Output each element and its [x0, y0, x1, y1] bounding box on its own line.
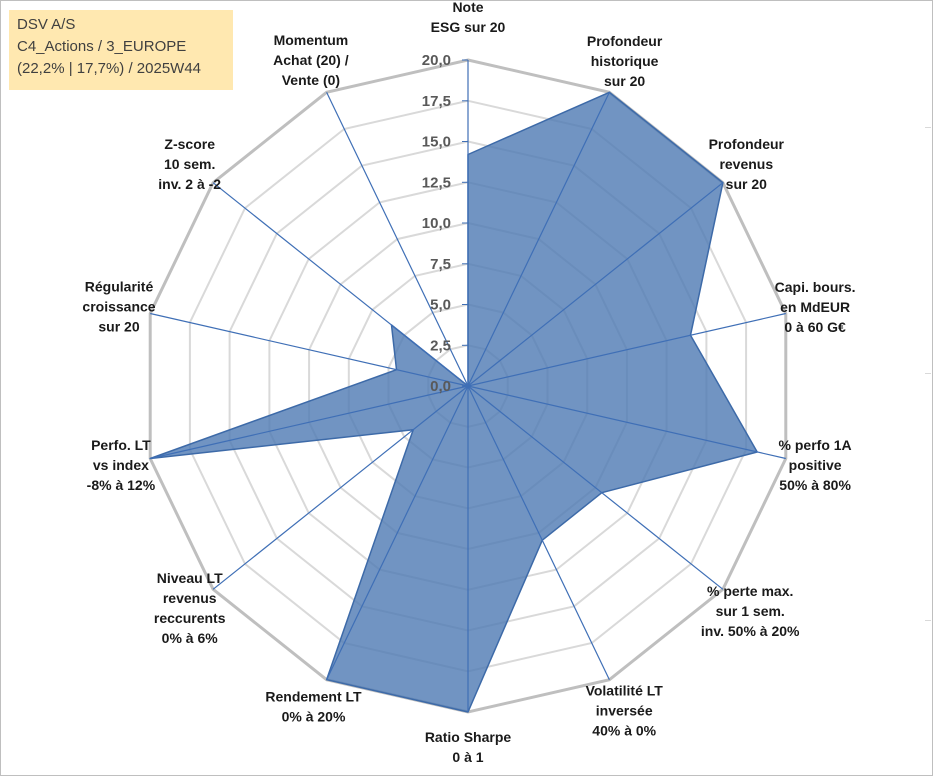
axis-label-line: Niveau LT — [157, 570, 223, 586]
axis-label-line: Profondeur — [587, 33, 663, 49]
axis-label: Niveau LT revenus reccurents 0% à 6% — [154, 570, 226, 646]
axis-label-line: Momentum — [274, 32, 349, 48]
edge-tick — [925, 127, 931, 128]
tick-label: 5,0 — [430, 297, 451, 314]
axis-spoke — [212, 385, 469, 590]
company-name: DSV A/S — [17, 16, 76, 33]
axis-label: Profondeur historique sur 20 — [587, 33, 663, 89]
axis-label: Z-score 10 sem. inv. 2 à -2 — [158, 136, 221, 192]
axis-label-line: ESG sur 20 — [431, 19, 506, 35]
axis-label-line: historique — [591, 53, 659, 69]
axis-label: % perte max. sur 1 sem. inv. 50% à 20% — [701, 583, 800, 639]
axis-label-line: % perte max. — [707, 583, 793, 599]
axis-label-line: reccurents — [154, 610, 226, 626]
axis-label-line: 50% à 80% — [779, 477, 851, 493]
axis-label-line: 0 à 1 — [452, 749, 483, 765]
edge-tick — [925, 620, 931, 621]
axis-label-line: revenus — [163, 590, 217, 606]
axis-label-line: Perfo. LT — [91, 437, 151, 453]
tick-label: 17,5 — [422, 93, 451, 110]
tick-label: 2,5 — [430, 337, 451, 354]
axis-label-line: 10 sem. — [164, 156, 215, 172]
axis-label-line: 0 à 60 G€ — [784, 319, 846, 335]
axis-label-line: Régularité — [85, 278, 154, 294]
axis-label-line: en MdEUR — [780, 299, 850, 315]
axis-label-line: sur 20 — [98, 318, 139, 334]
axis-label-text: Volatilité LT inversée 40% à 0% — [586, 682, 664, 738]
axis-label-line: Profondeur — [709, 136, 785, 152]
axis-label: Ratio Sharpe 0 à 1 — [425, 729, 512, 765]
axis-spoke — [467, 312, 786, 387]
axis-spoke — [467, 385, 610, 680]
axis-label-line: 0% à 20% — [282, 709, 346, 725]
axis-label-line: % perfo 1A — [779, 437, 852, 453]
axis-spoke — [467, 92, 610, 387]
axis-spoke — [326, 385, 469, 680]
axis-label-text: Note ESG sur 20 — [431, 0, 506, 35]
axis-label: Profondeur revenus sur 20 — [709, 136, 785, 192]
edge-tick — [925, 373, 931, 374]
axis-spoke — [467, 385, 724, 590]
axis-spoke — [150, 312, 469, 387]
axis-spoke — [150, 385, 469, 460]
axis-label: Volatilité LT inversée 40% à 0% — [586, 682, 664, 738]
category-path: C4_Actions / 3_EUROPE — [17, 38, 187, 55]
axis-label: Rendement LT 0% à 20% — [265, 689, 362, 725]
axis-label-line: Vente (0) — [282, 72, 340, 88]
axis-label-text: Niveau LT revenus reccurents 0% à 6% — [154, 570, 226, 646]
info-box: DSV A/S C4_Actions / 3_EUROPE (22,2% | 1… — [9, 10, 233, 90]
axis-spoke — [326, 92, 469, 387]
axis-label-line: Rendement LT — [265, 689, 362, 705]
axis-label-line: Ratio Sharpe — [425, 729, 512, 745]
axis-label-text: Capi. bours. en MdEUR 0 à 60 G€ — [775, 279, 856, 335]
axis-label-text: % perfo 1A positive 50% à 80% — [779, 437, 852, 493]
axis-label-text: % perte max. sur 1 sem. inv. 50% à 20% — [701, 583, 800, 639]
axis-label-text: Profondeur revenus sur 20 — [709, 136, 785, 192]
axis-label-line: sur 1 sem. — [716, 603, 785, 619]
axis-label: Momentum Achat (20) / Vente (0) — [273, 32, 349, 88]
axis-label-line: Capi. bours. — [775, 279, 856, 295]
axis-label-text: Profondeur historique sur 20 — [587, 33, 663, 89]
axis-label: Régularité croissance sur 20 — [82, 278, 155, 334]
axis-label: Perfo. LT vs index -8% à 12% — [87, 437, 156, 493]
axis-label-line: inversée — [596, 702, 653, 718]
axis-spoke — [467, 385, 786, 460]
axis-label-line: Volatilité LT — [586, 682, 664, 698]
axis-label-line: inv. 50% à 20% — [701, 623, 800, 639]
tick-label: 12,5 — [422, 174, 451, 191]
axis-label-text: Régularité croissance sur 20 — [82, 278, 155, 334]
axis-label-text: Z-score 10 sem. inv. 2 à -2 — [158, 136, 221, 192]
axis-label-line: -8% à 12% — [87, 477, 156, 493]
axis-label-line: vs index — [93, 457, 149, 473]
tick-label: 15,0 — [422, 134, 451, 151]
axis-label-line: revenus — [719, 156, 773, 172]
axis-label: % perfo 1A positive 50% à 80% — [779, 437, 852, 493]
axis-label-line: sur 20 — [726, 176, 767, 192]
axis-spoke — [467, 182, 724, 387]
radial-tick-labels: 0,0 2,5 5,0 7,5 10,0 12,5 15,0 17,5 20,0 — [422, 52, 468, 395]
axis-label-line: Achat (20) / — [273, 52, 349, 68]
axis-label-line: inv. 2 à -2 — [158, 176, 221, 192]
axis-label-line: sur 20 — [604, 73, 645, 89]
axis-label-text: Rendement LT 0% à 20% — [265, 689, 362, 725]
axis-label-text: Momentum Achat (20) / Vente (0) — [273, 32, 349, 88]
performance-week: (22,2% | 17,7%) / 2025W44 — [17, 60, 201, 77]
axis-label-text: Perfo. LT vs index -8% à 12% — [87, 437, 156, 493]
axis-label: Capi. bours. en MdEUR 0 à 60 G€ — [775, 279, 856, 335]
axis-label-line: 40% à 0% — [592, 722, 656, 738]
axis-label: Note ESG sur 20 — [431, 0, 506, 35]
tick-label: 7,5 — [430, 256, 451, 273]
axis-label-line: Note — [452, 0, 483, 15]
axis-spoke — [212, 182, 469, 387]
axis-label-text: Ratio Sharpe 0 à 1 — [425, 729, 512, 765]
axis-label-line: croissance — [82, 298, 155, 314]
tick-label: 20,0 — [422, 52, 451, 69]
axis-label-line: positive — [789, 457, 842, 473]
tick-label: 10,0 — [422, 215, 451, 232]
tick-label: 0,0 — [430, 378, 451, 395]
axis-label-line: Z-score — [164, 136, 215, 152]
axis-label-line: 0% à 6% — [162, 630, 219, 646]
axis-labels: Note ESG sur 20 Profondeur historique sur 20… — [82, 0, 855, 765]
